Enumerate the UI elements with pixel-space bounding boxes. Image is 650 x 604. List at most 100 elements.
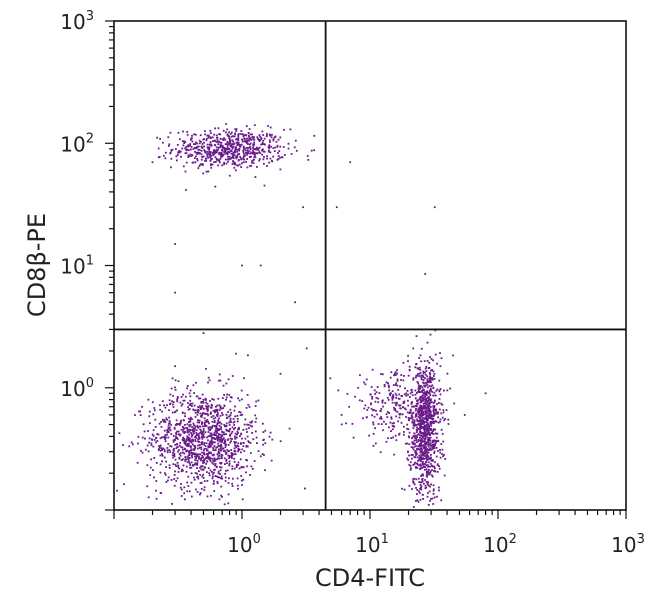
data-point [437, 416, 439, 419]
data-point [169, 393, 172, 396]
data-point [182, 430, 184, 433]
data-point [400, 395, 403, 397]
data-point [237, 137, 240, 140]
data-point [431, 441, 434, 443]
data-point [242, 156, 245, 159]
data-point [418, 366, 421, 369]
data-point [252, 147, 254, 149]
data-point [252, 145, 255, 147]
data-point [430, 444, 433, 447]
data-point [434, 443, 436, 445]
data-point [197, 433, 200, 436]
data-point [166, 447, 169, 449]
data-point [269, 134, 272, 137]
data-point [223, 394, 225, 396]
data-point [201, 425, 204, 428]
data-point [412, 441, 414, 444]
data-point [441, 448, 444, 451]
data-point [200, 448, 203, 451]
data-point [220, 443, 222, 446]
data-point [203, 421, 206, 424]
data-point [395, 394, 398, 397]
data-point [245, 125, 248, 127]
data-point [413, 421, 415, 424]
data-point [211, 461, 214, 464]
data-point [182, 428, 185, 431]
data-point [266, 155, 268, 158]
data-point [393, 422, 395, 424]
data-point [190, 432, 193, 434]
data-point [423, 420, 425, 423]
data-point [170, 157, 173, 160]
data-point [194, 455, 196, 458]
data-point [406, 390, 409, 392]
data-point [237, 428, 239, 431]
data-point [171, 400, 173, 403]
data-point [231, 146, 234, 149]
data-point [425, 474, 428, 477]
data-point [419, 428, 422, 430]
data-point [221, 153, 223, 156]
data-point [191, 456, 194, 459]
data-point [407, 417, 410, 419]
data-point [216, 446, 219, 448]
data-point [268, 161, 271, 164]
data-point [209, 445, 212, 448]
data-point [216, 428, 219, 430]
data-point [190, 466, 193, 469]
data-point [302, 206, 304, 209]
data-point [426, 381, 429, 384]
data-point [177, 471, 180, 473]
data-point [372, 433, 375, 435]
data-point [439, 420, 441, 423]
data-point [189, 402, 192, 405]
data-point [180, 396, 183, 398]
data-point [193, 147, 196, 149]
data-point [224, 446, 227, 449]
data-point [204, 151, 207, 154]
data-point [208, 429, 211, 431]
data-point [187, 475, 190, 478]
data-point [414, 461, 416, 464]
data-point [203, 486, 206, 489]
data-point [418, 448, 421, 450]
data-point [227, 482, 230, 484]
data-point [424, 437, 427, 440]
data-point [237, 135, 240, 138]
data-point [258, 158, 261, 160]
data-point [216, 414, 218, 416]
data-point [201, 443, 203, 446]
data-point [429, 410, 432, 412]
data-point [421, 391, 424, 393]
data-point [208, 445, 211, 447]
data-point [241, 398, 243, 401]
data-point [196, 153, 199, 155]
data-point [210, 157, 213, 160]
data-point [228, 157, 231, 160]
data-point [221, 454, 224, 457]
data-point [416, 426, 418, 429]
data-point [194, 458, 197, 461]
data-point [180, 155, 182, 158]
data-point [417, 391, 419, 393]
data-point [246, 158, 248, 160]
data-point [236, 415, 239, 417]
data-point [231, 457, 233, 459]
data-point [413, 432, 416, 435]
data-point [434, 428, 437, 431]
data-point [440, 357, 443, 360]
data-point [195, 381, 197, 384]
data-point [225, 123, 228, 125]
data-point [215, 437, 218, 440]
data-point [423, 398, 426, 401]
data-point [219, 440, 221, 443]
data-point [186, 443, 189, 446]
data-point [188, 428, 190, 431]
data-point [193, 476, 195, 479]
data-point [391, 422, 394, 425]
data-point [220, 156, 222, 158]
data-point [405, 394, 408, 397]
data-point [427, 458, 430, 461]
data-point [209, 442, 212, 444]
data-point [433, 470, 435, 473]
